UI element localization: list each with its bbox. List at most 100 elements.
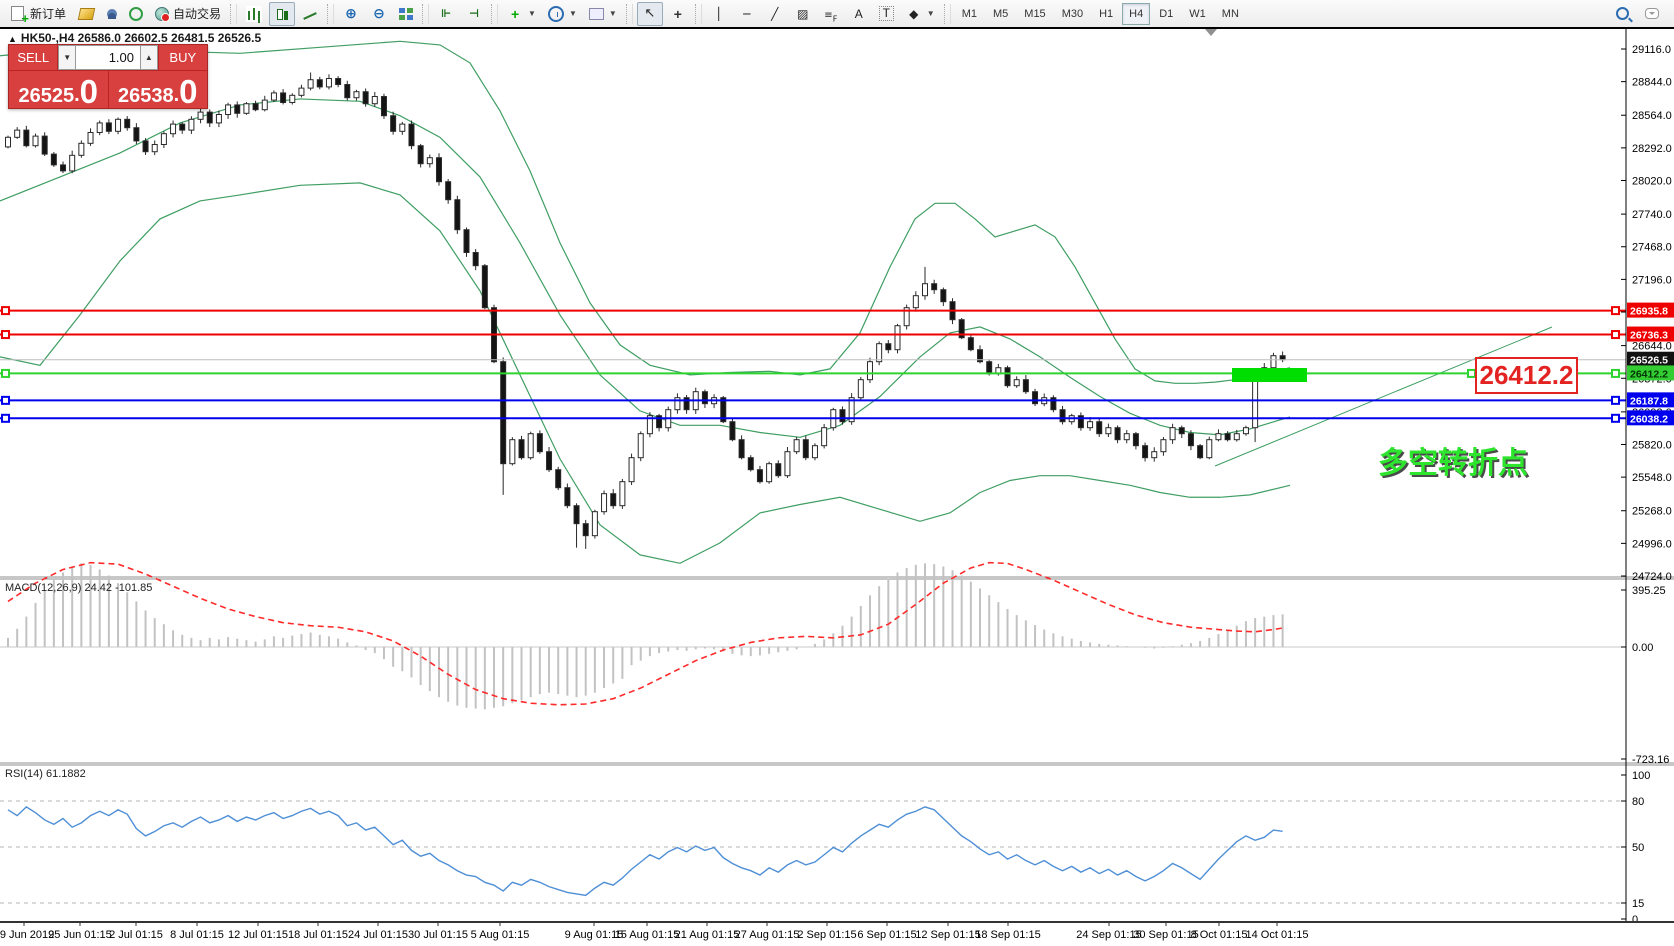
svg-text:24 Sep 01:15: 24 Sep 01:15: [1076, 929, 1141, 941]
level-callout-label[interactable]: 26412.2: [1475, 357, 1578, 394]
tf-h1-button[interactable]: H1: [1099, 7, 1114, 20]
tf-m30-button[interactable]: M30: [1061, 7, 1084, 20]
search-button[interactable]: [1611, 2, 1634, 26]
price-axis[interactable]: 29116.0 28844.0 28564.0 28292.0 28020.0 27740…: [1621, 28, 1674, 926]
candlestick-chart-button[interactable]: [269, 1, 296, 26]
horizontal-line-icon: ─: [743, 6, 751, 21]
tf-h4-button[interactable]: H4: [1122, 2, 1151, 25]
chart-shift-marker[interactable]: [1205, 29, 1217, 36]
crosshair-icon: +: [673, 5, 682, 22]
search-icon: [1616, 7, 1629, 20]
tf-m5-button[interactable]: M5: [993, 7, 1009, 20]
zoom-in-button[interactable]: ⊕: [338, 2, 364, 26]
zoom-out-button[interactable]: ⊖: [366, 2, 392, 26]
svg-text:28564.0: 28564.0: [1632, 110, 1672, 122]
toolbar-separator: [625, 3, 633, 24]
volume-decrease-button[interactable]: ▼: [58, 45, 76, 70]
auto-trading-icon: [155, 6, 171, 22]
svg-text:6 Sep 01:15: 6 Sep 01:15: [857, 929, 916, 941]
tf-m15-button[interactable]: M15: [1024, 7, 1046, 20]
svg-text:28844.0: 28844.0: [1632, 77, 1672, 89]
text-tool[interactable]: A: [846, 2, 872, 26]
profile-button[interactable]: [102, 2, 122, 26]
macd-indicator-label: MACD(12,26,9) 24.42 -101.85: [5, 582, 153, 594]
toolbar-separator: [422, 3, 430, 24]
bar-chart-button[interactable]: [241, 2, 267, 26]
new-order-button[interactable]: + 新订单: [4, 2, 71, 26]
crosshair-button[interactable]: +: [665, 2, 691, 26]
highlight-zone[interactable]: [1232, 368, 1307, 382]
rsi-line: [7, 806, 1283, 897]
tf-d1-button[interactable]: D1: [1159, 7, 1174, 20]
volume-input[interactable]: [76, 45, 140, 70]
toolbar-separator: [230, 3, 238, 24]
arrows-tool[interactable]: ◆ ▼: [901, 2, 940, 26]
vertical-line-tool[interactable]: │: [706, 2, 732, 26]
svg-text:2 Jul 01:15: 2 Jul 01:15: [109, 929, 163, 941]
sell-price-big-digit: 0: [79, 73, 99, 110]
new-order-icon: +: [11, 6, 29, 25]
fibonacci-tool[interactable]: ≡F: [818, 2, 844, 26]
periods-button[interactable]: ▼: [543, 2, 582, 26]
dropdown-arrow-icon: ▼: [568, 9, 577, 18]
volume-increase-button[interactable]: ▲: [140, 45, 158, 70]
auto-trading-button[interactable]: 自动交易: [150, 2, 226, 26]
svg-text:21 Aug 01:15: 21 Aug 01:15: [675, 929, 740, 941]
line-chart-button[interactable]: [297, 2, 323, 26]
green-trendline[interactable]: [1214, 326, 1553, 467]
text-label-tool[interactable]: T: [874, 2, 899, 26]
tf-m1-button[interactable]: M1: [961, 7, 977, 20]
callout-anchor[interactable]: [1467, 368, 1476, 378]
trendline-tool[interactable]: ╱: [762, 2, 788, 26]
svg-text:28292.0: 28292.0: [1632, 143, 1672, 155]
arrows-icon: ◆: [909, 6, 919, 21]
turning-point-annotation[interactable]: 多空转折点: [1378, 447, 1528, 480]
cursor-button[interactable]: ↖: [636, 1, 663, 26]
zoom-in-icon: ⊕: [345, 5, 357, 22]
deposit-button[interactable]: [73, 2, 100, 26]
buy-price-main: 26538: [117, 85, 174, 107]
collapse-icon[interactable]: ▲: [8, 34, 17, 44]
svg-text:15: 15: [1632, 898, 1644, 910]
line-chart-icon: [302, 6, 318, 22]
buy-price[interactable]: 26538. 0: [109, 71, 208, 108]
svg-text:5 Aug 01:15: 5 Aug 01:15: [471, 929, 530, 941]
svg-text:26038.2: 26038.2: [1630, 413, 1668, 425]
svg-text:24 Jul 01:15: 24 Jul 01:15: [348, 929, 408, 941]
tile-windows-button[interactable]: [394, 2, 418, 26]
svg-text:15 Aug 01:15: 15 Aug 01:15: [615, 929, 680, 941]
horizontal-line-tool[interactable]: ─: [734, 2, 760, 26]
svg-text:26736.3: 26736.3: [1630, 330, 1668, 342]
chart-shift-button[interactable]: ⊣: [461, 2, 487, 26]
signal-icon: [129, 6, 144, 21]
indicators-button[interactable]: + ▼: [502, 2, 541, 26]
svg-text:0: 0: [1632, 914, 1638, 926]
text-label-icon: T: [878, 6, 894, 21]
svg-text:100: 100: [1632, 770, 1650, 782]
tf-mn-button[interactable]: MN: [1221, 7, 1239, 20]
chart-shift-icon: ⊣: [469, 6, 480, 20]
tf-w1-button[interactable]: W1: [1189, 7, 1206, 20]
channel-tool[interactable]: ▨: [790, 2, 816, 26]
svg-text:2 Sep 01:15: 2 Sep 01:15: [797, 929, 856, 941]
horizontal-levels[interactable]: [0, 306, 1626, 423]
templates-button[interactable]: ▼: [584, 2, 622, 26]
sell-price[interactable]: 26525. 0: [9, 71, 109, 108]
tile-windows-icon: [399, 7, 414, 20]
signals-button[interactable]: [124, 2, 148, 26]
main-toolbar: + 新订单 自动交易 ⊕ ⊖ ⊩ ⊣ + ▼ ▼ ▼ ↖ + │ ─ ╱ ▨ ≡F: [0, 0, 1674, 28]
svg-text:26526.5: 26526.5: [1630, 355, 1668, 367]
chat-icon: [1645, 8, 1659, 19]
svg-text:14 Oct 01:15: 14 Oct 01:15: [1246, 929, 1309, 941]
candlestick-icon: [274, 6, 290, 22]
chat-button[interactable]: [1640, 2, 1664, 26]
auto-scroll-button[interactable]: ⊩: [433, 2, 459, 26]
zoom-out-icon: ⊖: [373, 5, 385, 22]
sell-price-main: 26525: [18, 85, 75, 107]
buy-button[interactable]: BUY: [157, 45, 207, 70]
sell-button[interactable]: SELL: [9, 45, 59, 70]
macd-signal-line: [7, 561, 1283, 706]
svg-text:-723.16: -723.16: [1632, 754, 1669, 766]
svg-text:24996.0: 24996.0: [1632, 538, 1672, 550]
